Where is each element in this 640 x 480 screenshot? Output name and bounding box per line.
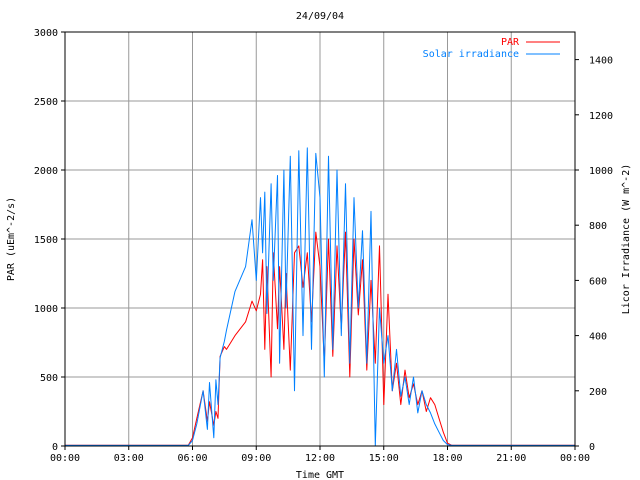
x-tick-label: 21:00 (496, 453, 526, 464)
x-tick-label: 00:00 (560, 453, 590, 464)
legend-label-solar-irradiance: Solar irradiance (423, 49, 519, 60)
y-axis-label-left: PAR (uEm^-2/s) (6, 197, 17, 281)
y-left-tick-label: 0 (52, 442, 58, 453)
x-tick-label: 09:00 (241, 453, 271, 464)
y-left-tick-label: 2000 (34, 166, 58, 177)
legend-label-par: PAR (501, 37, 520, 48)
x-tick-label: 00:00 (50, 453, 80, 464)
series-lines (65, 147, 575, 447)
y-right-tick-label: 1200 (589, 111, 613, 122)
y-right-tick-label: 0 (589, 442, 595, 453)
y-left-tick-label: 1000 (34, 304, 58, 315)
series-line-par (65, 231, 575, 446)
y-right-tick-label: 800 (589, 221, 607, 232)
series-line-solar-irradiance (65, 147, 575, 447)
plot-frame (64, 31, 576, 447)
x-tick-label: 12:00 (305, 453, 335, 464)
chart-title: 24/09/04 (296, 11, 344, 22)
y-right-tick-label: 200 (589, 387, 607, 398)
y-left-tick-label: 3000 (34, 28, 58, 39)
x-axis-label: Time GMT (296, 470, 344, 480)
y-left-tick-label: 500 (40, 373, 58, 384)
tick-labels: 00:00 03:00 06:00 09:00 12:00 15:00 18:00 21:00… (34, 28, 613, 464)
y-axis-label-right: Licor Irradiance (W m^-2) (621, 164, 632, 315)
y-right-tick-label: 1000 (589, 166, 613, 177)
y-left-tick-label: 1500 (34, 235, 58, 246)
y-left-tick-label: 2500 (34, 97, 58, 108)
x-tick-label: 15:00 (369, 453, 399, 464)
x-tick-label: 18:00 (432, 453, 462, 464)
x-tick-label: 03:00 (114, 453, 144, 464)
grid (61, 31, 579, 450)
y-right-tick-label: 1400 (589, 56, 613, 67)
x-tick-label: 06:00 (177, 453, 207, 464)
y-right-tick-label: 400 (589, 332, 607, 343)
y-right-tick-label: 600 (589, 276, 607, 287)
